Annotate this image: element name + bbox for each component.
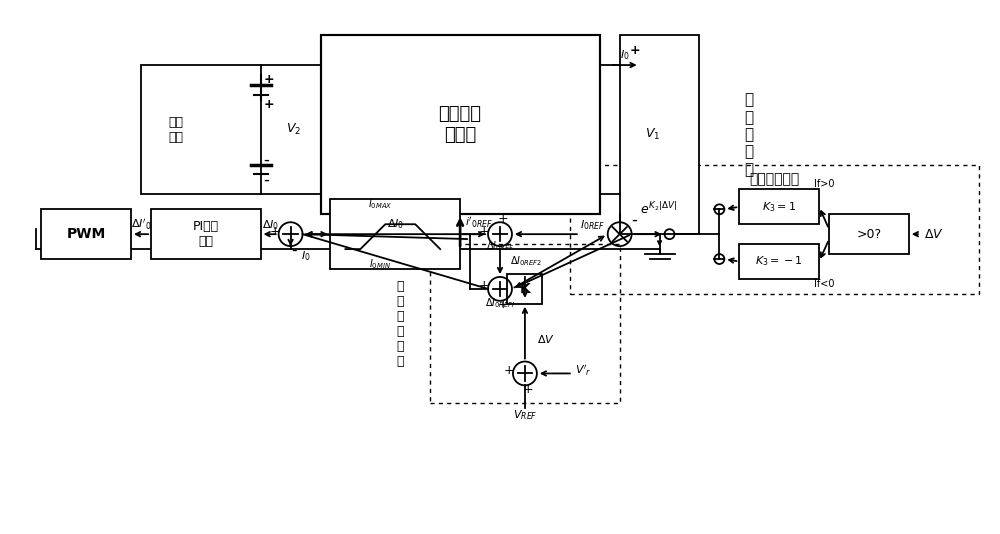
Text: $\Delta I_{0REF2}$: $\Delta I_{0REF2}$: [510, 255, 542, 269]
Text: -: -: [264, 151, 270, 169]
Bar: [829, 214, 909, 254]
Text: $I_{0MIN}$: $I_{0MIN}$: [369, 257, 391, 271]
Text: If<0: If<0: [814, 279, 834, 289]
Text: $\Delta I_0$: $\Delta I_0$: [387, 217, 404, 231]
Text: 暂态惯性控制: 暂态惯性控制: [749, 172, 799, 186]
Bar: [141, 65, 261, 194]
Bar: [507, 274, 542, 304]
Bar: [739, 244, 819, 279]
Text: +: +: [264, 74, 274, 87]
Text: $I_{0REF}$: $I_{0REF}$: [580, 218, 605, 232]
Bar: [320, 35, 600, 214]
Text: $V_2$: $V_2$: [286, 122, 301, 137]
Text: $i'_{0REF}$: $i'_{0REF}$: [465, 215, 493, 230]
Text: $\Delta V$: $\Delta V$: [924, 227, 944, 241]
Text: $K_3=1$: $K_3=1$: [762, 200, 796, 214]
Text: +: +: [504, 364, 514, 377]
Text: -: -: [291, 242, 296, 257]
Bar: [620, 35, 699, 234]
Text: +: +: [479, 279, 489, 293]
Text: $K_3=-1$: $K_3=-1$: [755, 255, 803, 269]
Text: +: +: [523, 383, 533, 396]
Text: $e^{K_2|\Delta V|}$: $e^{K_2|\Delta V|}$: [640, 201, 677, 217]
Bar: [570, 164, 979, 294]
Text: If>0: If>0: [814, 179, 834, 190]
Bar: [330, 199, 460, 269]
Text: -: -: [264, 170, 270, 189]
Text: K: K: [520, 282, 530, 296]
Text: $\Delta I'_0$: $\Delta I'_0$: [131, 217, 151, 232]
Bar: [41, 209, 131, 259]
Text: 储能双向
变换器: 储能双向 变换器: [439, 105, 482, 144]
Text: 直
流
配
电
网: 直 流 配 电 网: [745, 92, 754, 177]
Text: >0?: >0?: [856, 227, 882, 241]
Text: $I_0$: $I_0$: [301, 249, 310, 263]
Bar: [151, 209, 261, 259]
Text: $\Delta I_{0REFI}$: $\Delta I_{0REFI}$: [485, 296, 515, 310]
Text: PWM: PWM: [67, 227, 106, 241]
Text: 蓄电
池组: 蓄电 池组: [168, 116, 183, 144]
Text: +: +: [479, 225, 489, 238]
Text: $V_{REF}$: $V_{REF}$: [513, 409, 537, 422]
Text: $\Delta I_{0REF}$: $\Delta I_{0REF}$: [486, 239, 514, 253]
Text: +: +: [269, 225, 280, 238]
Text: -: -: [632, 210, 638, 228]
Text: +: +: [498, 212, 508, 225]
Text: +: +: [498, 299, 508, 311]
Text: $I_0$: $I_0$: [620, 48, 629, 62]
Text: $\Delta I_0$: $\Delta I_0$: [262, 218, 279, 232]
Text: +: +: [264, 98, 274, 112]
Text: 下
垂
控
制
策
略: 下 垂 控 制 策 略: [397, 280, 404, 368]
Bar: [739, 190, 819, 224]
Text: $V'_r$: $V'_r$: [575, 363, 591, 378]
Text: $I_{0MAX}$: $I_{0MAX}$: [368, 198, 393, 211]
Text: $V_1$: $V_1$: [645, 127, 660, 142]
Text: +: +: [629, 44, 640, 57]
Text: $\Delta V$: $\Delta V$: [537, 333, 555, 344]
Text: PI控制
策略: PI控制 策略: [193, 220, 219, 248]
Bar: [430, 244, 620, 403]
